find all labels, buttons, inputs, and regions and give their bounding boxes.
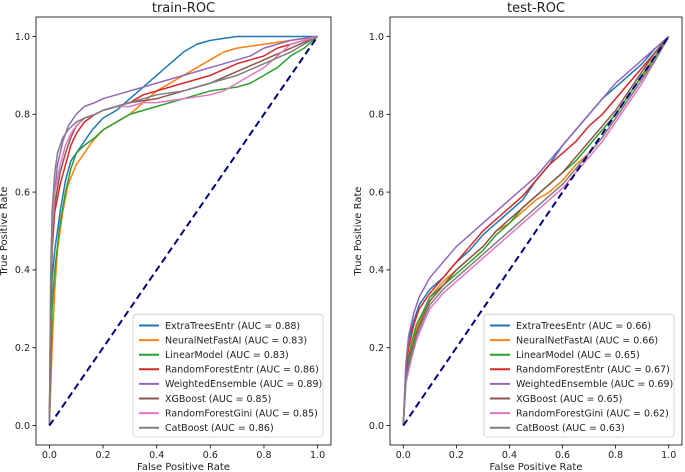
plot-frame — [35, 16, 332, 446]
roc-line-3 — [48, 35, 319, 426]
y-tick-label: 0.6 — [15, 187, 30, 198]
roc-line-5 — [402, 35, 670, 426]
roc-panel-1: train-ROC 0.0 0.2 0.4 0.6 0.8 1.0 0.0 0.2 0.4 0.6 0… — [0, 1, 332, 472]
roc-line-1 — [402, 35, 670, 426]
legend-box — [483, 313, 675, 438]
x-tick-label: 0.8 — [608, 450, 623, 461]
y-tick-label: 0.8 — [369, 110, 384, 121]
roc-line-5 — [48, 35, 318, 426]
legend-label: XGBoost (AUC = 0.85) — [165, 394, 271, 405]
roc-line-7 — [48, 35, 318, 426]
chart-title: test-ROC — [507, 1, 565, 16]
legend-box — [132, 313, 324, 438]
legend-label: CatBoost (AUC = 0.63) — [516, 423, 625, 434]
y-tick-label: 0.8 — [15, 110, 30, 121]
x-tick-label: 0.0 — [42, 450, 57, 461]
legend-label: NeuralNetFastAI (AUC = 0.66) — [516, 335, 658, 346]
y-tick-label: 0.0 — [15, 421, 30, 432]
legend-label: RandomForestEntr (AUC = 0.67) — [516, 365, 670, 376]
x-tick-label: 0.6 — [555, 450, 570, 461]
y-tick-label: 0.4 — [369, 265, 384, 276]
legend-label: CatBoost (AUC = 0.86) — [165, 423, 274, 434]
y-tick-label: 0.0 — [369, 421, 384, 432]
y-axis-label: True Positive Rate — [353, 186, 364, 276]
x-tick-label: 0.4 — [149, 450, 164, 461]
plot-frame — [389, 16, 683, 446]
legend-label: RandomForestGini (AUC = 0.85) — [165, 408, 318, 419]
legend-label: WeightedEnsemble (AUC = 0.69) — [516, 379, 673, 390]
x-tick-label: 0.8 — [256, 450, 271, 461]
legend-label: LinearModel (AUC = 0.65) — [516, 350, 640, 361]
chart-title: train-ROC — [152, 1, 215, 16]
x-axis-label: False Positive Rate — [137, 462, 230, 472]
x-tick-label: 0.2 — [449, 450, 464, 461]
plot-area — [402, 35, 670, 427]
y-tick-label: 0.2 — [369, 343, 384, 354]
legend-label: XGBoost (AUC = 0.65) — [516, 394, 622, 405]
y-tick-label: 0.6 — [369, 187, 384, 198]
legend-label: LinearModel (AUC = 0.83) — [165, 350, 289, 361]
roc-line-4 — [402, 35, 670, 426]
plot-area — [48, 35, 319, 427]
legend: ExtraTreesEntr (AUC = 0.66) NeuralNetFast… — [483, 313, 675, 438]
roc-line-1 — [48, 35, 318, 426]
roc-line-7 — [402, 36, 670, 426]
x-axis-label: False Positive Rate — [490, 462, 583, 472]
legend-label: WeightedEnsemble (AUC = 0.89) — [165, 379, 322, 390]
legend-label: RandomForestGini (AUC = 0.62) — [516, 408, 669, 419]
x-tick-label: 1.0 — [661, 450, 676, 461]
x-tick-label: 0.6 — [203, 450, 218, 461]
roc-line-6 — [402, 35, 670, 426]
x-tick-label: 0.0 — [396, 450, 411, 461]
roc-line-8 — [402, 36, 670, 426]
legend-label: NeuralNetFastAI (AUC = 0.83) — [165, 335, 307, 346]
y-tick-label: 0.4 — [15, 265, 30, 276]
y-tick-label: 1.0 — [15, 32, 30, 43]
legend-label: ExtraTreesEntr (AUC = 0.66) — [516, 321, 651, 332]
x-tick-label: 1.0 — [310, 450, 325, 461]
legend: ExtraTreesEntr (AUC = 0.88) NeuralNetFast… — [132, 313, 324, 438]
chance-diagonal-line — [402, 35, 670, 427]
legend-label: ExtraTreesEntr (AUC = 0.88) — [165, 321, 300, 332]
x-tick-label: 0.2 — [95, 450, 110, 461]
roc-panel-2: test-ROC 0.0 0.2 0.4 0.6 0.8 1.0 0.0 0.2 0.4 0.6 0.… — [353, 1, 683, 472]
legend-label: RandomForestEntr (AUC = 0.86) — [165, 365, 319, 376]
y-axis-label: True Positive Rate — [0, 186, 10, 276]
y-tick-label: 1.0 — [369, 32, 384, 43]
y-tick-label: 0.2 — [15, 343, 30, 354]
x-tick-label: 0.4 — [502, 450, 517, 461]
chance-diagonal-line — [48, 35, 319, 427]
roc-line-8 — [48, 35, 318, 426]
